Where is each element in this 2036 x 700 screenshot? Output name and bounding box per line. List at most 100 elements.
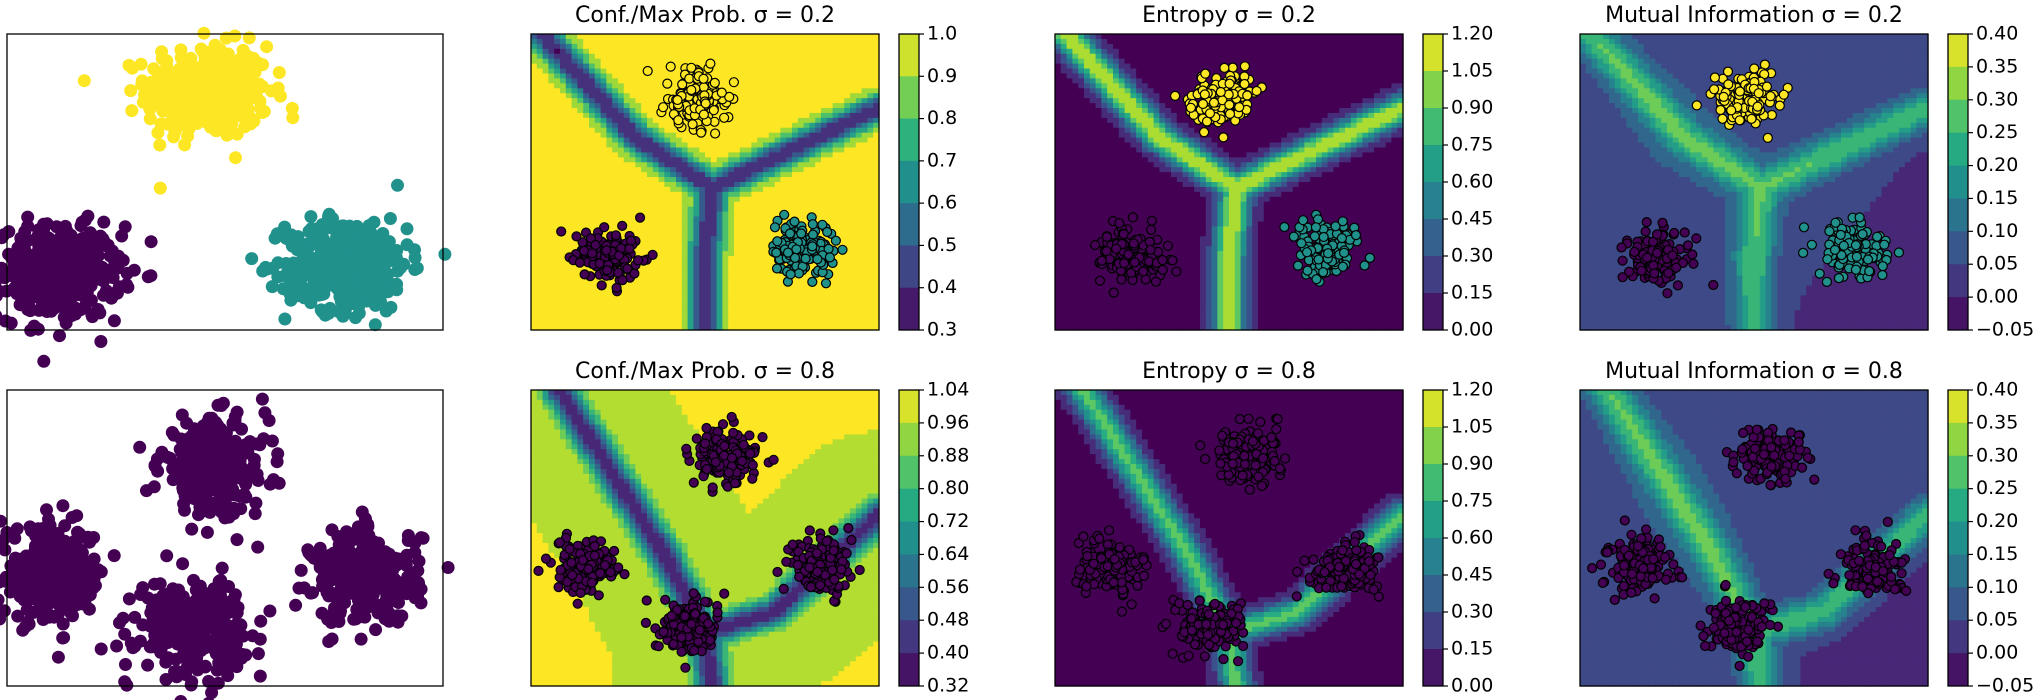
heatmap-cell: [606, 38, 613, 45]
heatmap-cell: [786, 147, 793, 153]
heatmap-cell: [768, 78, 776, 84]
heatmap-cell: [577, 315, 584, 321]
heatmap-cell: [832, 48, 839, 55]
heatmap-cell: [786, 137, 793, 144]
heatmap-cell: [676, 177, 683, 183]
heatmap-cell: [641, 132, 648, 139]
heatmap-cell: [571, 177, 578, 183]
heatmap-cell: [705, 265, 712, 272]
heatmap-cell: [716, 295, 723, 301]
heatmap-cell: [710, 251, 718, 257]
heatmap-cell: [699, 305, 706, 311]
scatter-point: [283, 286, 297, 300]
heatmap-cell: [855, 172, 863, 178]
heatmap-cell: [774, 137, 781, 144]
heatmap-cell: [844, 112, 851, 119]
heatmap-cell: [821, 88, 828, 94]
scatter-point: [376, 257, 390, 271]
heatmap-cell: [647, 211, 654, 218]
heatmap-cell: [832, 275, 839, 282]
heatmap-cell: [647, 142, 654, 149]
heatmap-cell: [739, 280, 747, 287]
heatmap-cell: [838, 201, 845, 208]
heatmap-cell: [647, 182, 654, 188]
scatter-point: [13, 238, 27, 252]
heatmap-cell: [716, 231, 723, 237]
heatmap-cell: [786, 142, 793, 149]
heatmap-cell: [832, 211, 839, 218]
heatmap-cell: [600, 295, 607, 301]
heatmap-cell: [844, 221, 851, 227]
heatmap-cell: [699, 285, 706, 292]
heatmap-cell: [826, 206, 834, 213]
heatmap-cell: [861, 162, 868, 168]
heatmap-cell: [658, 182, 665, 188]
heatmap-cell: [681, 38, 689, 45]
heatmap-cell: [780, 53, 787, 60]
heatmap-cell: [664, 320, 671, 326]
heatmap-cell: [542, 152, 549, 158]
heatmap-cell: [536, 147, 544, 153]
heatmap-cell: [571, 182, 578, 188]
heatmap-cell: [542, 98, 549, 104]
heatmap-cell: [658, 73, 665, 79]
heatmap-cell: [722, 152, 729, 158]
heatmap-cell: [850, 112, 857, 119]
scatter-point: [124, 84, 138, 98]
heatmap-cell: [565, 98, 573, 104]
heatmap-cell: [554, 117, 561, 124]
heatmap-cell: [589, 290, 596, 297]
heatmap-cell: [838, 256, 845, 262]
heatmap-cell: [571, 103, 578, 109]
heatmap-cell: [757, 280, 764, 287]
heatmap-cell: [641, 196, 648, 203]
heatmap-cell: [792, 132, 799, 139]
heatmap-cell: [600, 63, 607, 70]
heatmap-cell: [710, 182, 718, 188]
heatmap-cell: [652, 241, 660, 247]
heatmap-cell: [803, 68, 810, 75]
heatmap-cell: [780, 186, 787, 193]
heatmap-cell: [850, 73, 857, 79]
heatmap-cell: [861, 132, 868, 139]
heatmap-cell: [734, 122, 741, 129]
heatmap-cell: [589, 162, 596, 168]
heatmap-cell: [681, 162, 689, 168]
heatmap-cell: [571, 48, 578, 55]
heatmap-cell: [739, 34, 747, 40]
heatmap-cell: [821, 157, 828, 163]
heatmap-cell: [618, 211, 625, 218]
heatmap-cell: [664, 191, 671, 198]
heatmap-cell: [803, 157, 810, 163]
heatmap-cell: [606, 48, 613, 55]
heatmap-cell: [710, 177, 718, 183]
heatmap-cell: [728, 265, 735, 272]
heatmap-cell: [652, 68, 660, 75]
heatmap-cell: [560, 300, 567, 306]
heatmap-cell: [739, 182, 747, 188]
heatmap-cell: [745, 300, 752, 306]
heatmap-cell: [850, 182, 857, 188]
heatmap-cell: [838, 265, 845, 272]
scatter-point: [105, 250, 119, 264]
heatmap-cell: [844, 167, 851, 173]
heatmap-cell: [803, 93, 810, 99]
heatmap-cell: [774, 201, 781, 208]
heatmap-cell: [641, 315, 648, 321]
heatmap-cell: [815, 196, 822, 203]
heatmap-cell: [560, 112, 567, 119]
heatmap-cell: [739, 157, 747, 163]
heatmap-cell: [705, 226, 712, 232]
heatmap-cell: [623, 142, 631, 149]
heatmap-cell: [664, 157, 671, 163]
heatmap-cell: [693, 265, 700, 272]
heatmap-cell: [768, 147, 776, 153]
heatmap-cell: [676, 58, 683, 65]
heatmap-cell: [577, 142, 584, 149]
heatmap-cell: [693, 226, 700, 232]
heatmap-cell: [629, 300, 636, 306]
heatmap-cell: [606, 132, 613, 139]
heatmap-cell: [867, 236, 874, 242]
heatmap-cell: [826, 88, 834, 94]
heatmap-cell: [647, 221, 654, 227]
